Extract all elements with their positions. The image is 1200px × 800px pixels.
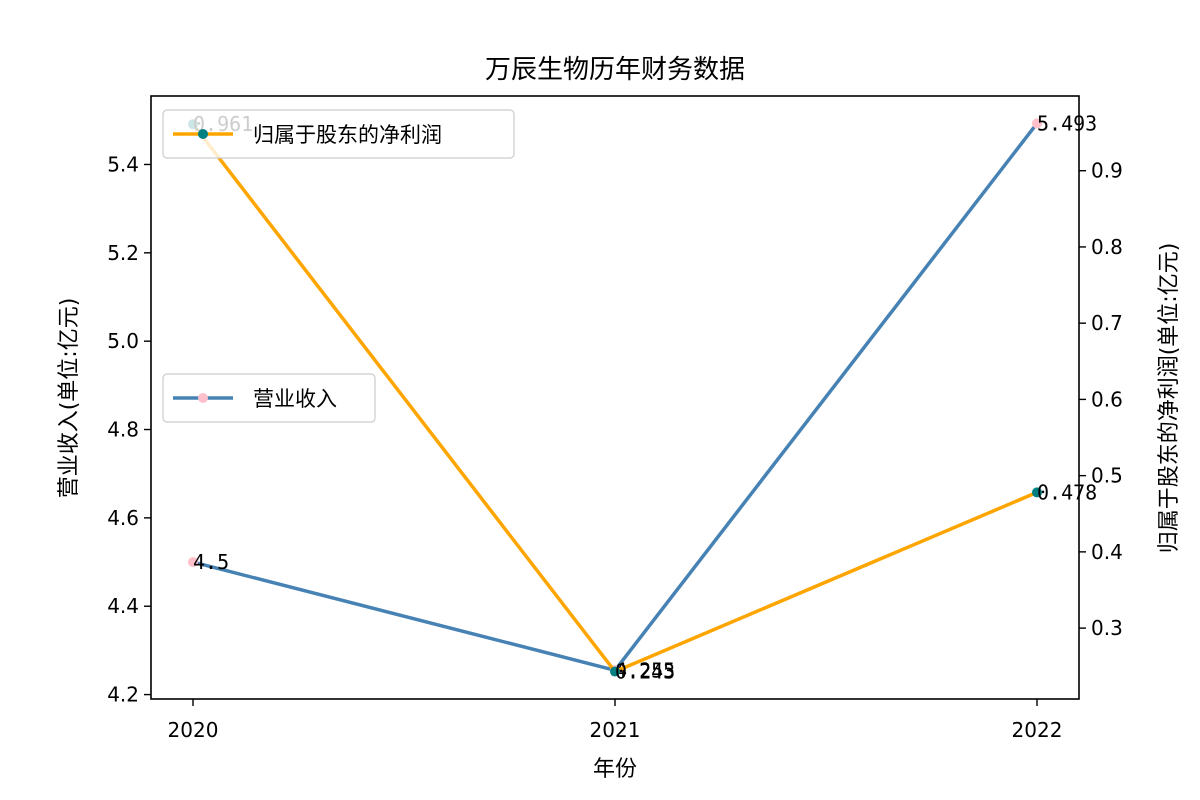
data-label-net-profit: 0.478	[1037, 480, 1097, 504]
chart-title: 万辰生物历年财务数据	[485, 55, 745, 85]
y-right-tick-label: 0.4	[1091, 540, 1123, 564]
legend-box	[162, 109, 515, 159]
legend-swatch-marker	[198, 393, 208, 403]
data-point-revenue	[1032, 118, 1042, 129]
x-tick-label: 2022	[1012, 718, 1063, 742]
y-axis-left-label: 营业收入(单位:亿元)	[57, 298, 82, 499]
data-label-revenue: 4.5	[193, 550, 229, 574]
y-left-tick-label: 5.2	[107, 241, 139, 265]
data-point-revenue	[188, 557, 198, 568]
y-left-tick-label: 4.4	[107, 594, 139, 618]
legend-box	[162, 373, 376, 423]
y-right-tick-label: 0.7	[1091, 311, 1123, 335]
legend-label: 归属于股东的净利润	[253, 123, 442, 147]
y-left-tick-label: 5.4	[107, 152, 139, 176]
legend-net-profit: 归属于股东的净利润	[162, 109, 515, 159]
y-right-tick-label: 0.8	[1091, 235, 1123, 259]
y-right-tick-label: 0.9	[1091, 159, 1123, 183]
x-tick-label: 2021	[590, 718, 641, 742]
data-point-net-profit	[1032, 487, 1042, 498]
y-axis-right: 0.3 0.4 0.5 0.6 0.7 0.8 0.9	[1079, 159, 1123, 640]
data-point-net-profit	[610, 666, 620, 677]
y-right-tick-label: 0.3	[1091, 616, 1123, 640]
legend-swatch-marker	[198, 129, 208, 139]
legend-label: 营业收入	[253, 387, 337, 411]
data-label-revenue: 5.493	[1037, 111, 1097, 135]
x-axis-label: 年份	[593, 757, 637, 782]
x-tick-label: 2020	[168, 718, 219, 742]
y-axis-left: 4.2 4.4 4.6 4.8 5.0 5.2 5.4	[107, 152, 151, 707]
y-axis-right-label: 归属于股东的净利润(单位:亿元)	[1157, 243, 1182, 554]
y-left-tick-label: 4.6	[107, 506, 139, 530]
y-left-tick-label: 5.0	[107, 329, 139, 353]
data-label-revenue: 4.255	[615, 658, 675, 682]
y-right-tick-label: 0.5	[1091, 464, 1123, 488]
y-left-tick-label: 4.8	[107, 418, 139, 442]
y-left-tick-label: 4.2	[107, 683, 139, 707]
data-label-net-profit: 0.243	[615, 660, 675, 684]
x-axis: 2020 2021 2022	[168, 699, 1063, 742]
y-right-tick-label: 0.6	[1091, 387, 1123, 411]
legend-revenue: 营业收入	[162, 373, 376, 423]
